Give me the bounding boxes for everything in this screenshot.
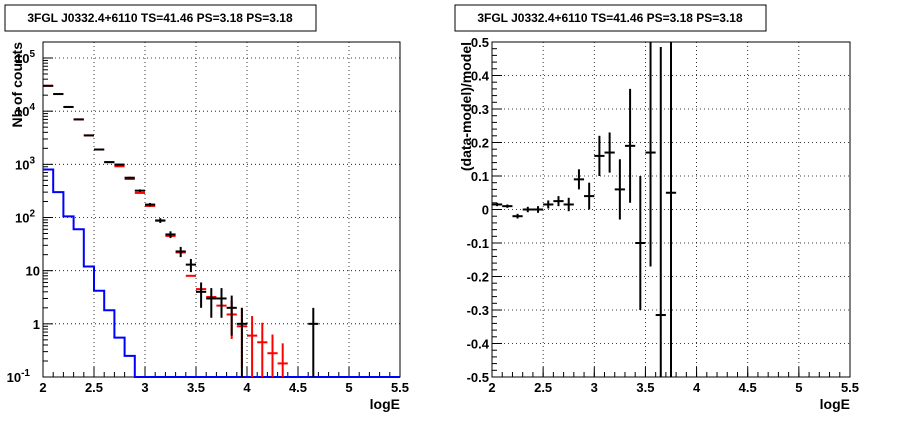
y-tick-label: 10: [26, 264, 40, 279]
x-tick-label: 5: [795, 380, 802, 395]
data-point: [104, 161, 114, 162]
y-tick-label: -0.1: [467, 236, 489, 251]
x-tick-label: 3: [591, 380, 598, 395]
y-tick-label: 102: [15, 209, 35, 226]
data-point: [135, 189, 145, 192]
x-tick-label: 2.5: [534, 380, 552, 395]
data-point: [114, 164, 124, 165]
y-tick-label: 103: [15, 155, 35, 172]
y-tick-label: 0: [482, 203, 489, 218]
x-tick-label: 2.5: [85, 380, 103, 395]
y-axis-label: (data-model)/model: [458, 42, 474, 171]
x-tick-label: 3.5: [636, 380, 654, 395]
x-tick-label: 5: [345, 380, 352, 395]
x-tick-label: 2: [488, 380, 495, 395]
x-tick-label: 3.5: [187, 380, 205, 395]
data-point: [84, 135, 94, 136]
x-axis-label: logE: [820, 396, 850, 412]
plot-frame: [43, 42, 400, 377]
y-tick-label: -0.5: [467, 370, 489, 385]
x-tick-label: 2: [39, 380, 46, 395]
y-axis-label: Nb of counts: [9, 42, 25, 128]
chart-title: 3FGL J0332.4+6110 TS=41.46 PS=3.18 PS=3.…: [477, 11, 743, 25]
y-tick-label: -0.3: [467, 303, 489, 318]
x-axis-label: logE: [370, 396, 400, 412]
y-tick-label: 10-1: [7, 368, 31, 385]
x-tick-label: 4.5: [289, 380, 307, 395]
y-tick-label: -0.4: [467, 337, 490, 352]
x-tick-label: 5.5: [841, 380, 859, 395]
x-tick-label: 4: [693, 380, 701, 395]
y-tick-label: -0.2: [467, 270, 489, 285]
data-point: [125, 177, 135, 179]
x-tick-label: 5.5: [391, 380, 409, 395]
x-tick-label: 4.5: [739, 380, 757, 395]
panel-counts: 3FGL J0332.4+6110 TS=41.46 PS=3.18 PS=3.…: [5, 5, 409, 412]
data-point: [74, 119, 84, 120]
panel-residuals: 3FGL J0332.4+6110 TS=41.46 PS=3.18 PS=3.…: [455, 5, 859, 412]
x-tick-label: 4: [243, 380, 251, 395]
x-tick-label: 3: [141, 380, 148, 395]
data-point: [94, 149, 104, 150]
chart-title: 3FGL J0332.4+6110 TS=41.46 PS=3.18 PS=3.…: [27, 11, 293, 25]
y-tick-label: 1: [33, 317, 40, 332]
